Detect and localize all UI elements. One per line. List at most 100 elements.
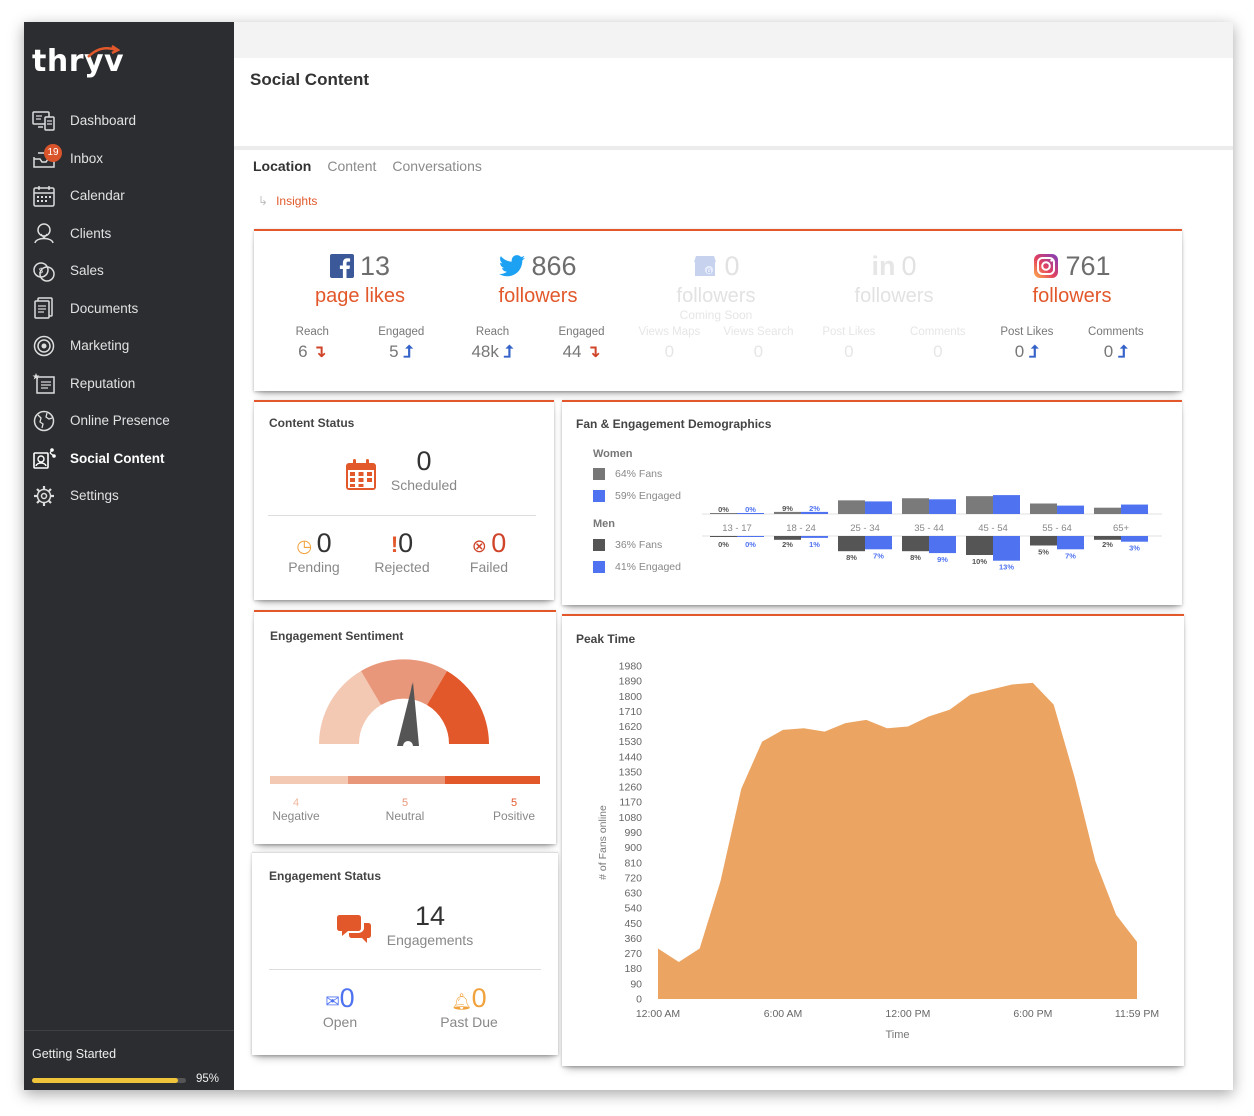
card-title: Engagement Sentiment [270,629,404,643]
data-label: 9% [937,555,948,564]
thryv-logo[interactable]: thryv [32,44,124,80]
open-stat[interactable]: ✉0 Open [322,983,358,1030]
sidebar-item-social-content[interactable]: Social Content [24,440,234,478]
google-my-business-icon: G [694,256,717,276]
sidebar-item-sales[interactable]: $ Sales [24,252,234,290]
network-twitter[interactable]: 866 followers Reach 48k ⮥ Engaged 44 ↴ [449,249,627,362]
data-label: 2% [782,540,793,549]
y-tick-label: 540 [624,903,642,915]
linkedin-label: followers [854,285,934,307]
data-label: 2% [809,504,820,513]
twitter-reach: Reach 48k ⮥ [471,326,514,361]
chat-bubbles-icon [337,915,371,943]
y-tick-label: 630 [624,888,642,900]
bar-men-engaged [865,536,892,550]
sentiment-bar-negative [270,776,349,784]
instagram-label: followers [1032,285,1112,307]
sidebar-item-label: Dashboard [70,113,137,129]
facebook-label: page likes [314,285,406,307]
globe-icon [32,409,56,433]
bar-women-fans [710,513,737,514]
progress-fill [32,1078,179,1083]
sidebar-item-marketing[interactable]: Marketing [24,327,234,365]
getting-started-percent: 95% [196,1073,220,1085]
divider [268,515,536,516]
sidebar-item-label: Settings [70,488,119,504]
engagement-status-card: Engagement Status 14 Engagements ✉0 Open… [252,852,558,1055]
failed-stat[interactable]: ⊗ 0 Failed [469,528,509,575]
sidebar-item-documents[interactable]: Documents [24,290,234,328]
facebook-sub [271,308,449,324]
bar-women-fans [966,496,993,514]
twitter-label: followers [498,285,578,307]
tick-label: 65+ [1113,523,1130,534]
tab-content[interactable]: Content [327,158,377,174]
y-tick-label: 1980 [619,661,643,673]
network-facebook[interactable]: 13 page likes Reach 6 ↴ Engaged 5 ⮥ [271,249,449,362]
y-tick-label: 450 [624,918,642,930]
gear-icon [32,484,56,508]
facebook-count: 13 [359,250,391,281]
data-label: 0% [745,505,756,514]
google-views-search: Views Search 0 [723,326,794,361]
social-content-icon [32,446,56,470]
sidebar-item-settings[interactable]: Settings [24,477,234,515]
demographics-card: Fan & Engagement Demographics Women 64% … [562,400,1182,605]
gauge-neutral-segment [361,659,447,705]
sidebar-item-dashboard[interactable]: Dashboard [24,102,234,140]
tick-label: 55 - 64 [1042,523,1072,534]
x-tick-label: 12:00 AM [636,1008,680,1020]
y-tick-label: 180 [624,963,642,975]
pending-stat[interactable]: ◷ 0 Pending [288,528,340,575]
data-label: 0% [718,540,729,549]
instagram-count: 761 [1065,250,1111,281]
x-tick-label: 11:59 PM [1115,1008,1159,1020]
main-content: Social Content Location Content Conversa… [234,22,1233,1090]
twitter-sub [449,308,627,324]
bar-men-engaged [929,536,956,554]
sidebar-item-inbox[interactable]: 19 Inbox [24,140,234,178]
network-linkedin[interactable]: in 0 followers Post Likes 0 Comments 0 [805,249,983,362]
sidebar-item-online-presence[interactable]: Online Presence [24,402,234,440]
subtab-insights[interactable]: ↳ Insights [258,194,317,208]
network-instagram[interactable]: 761 followers Post Likes 0 ⮥ Comments 0 ⮥ [983,249,1161,362]
data-label: 0% [745,540,756,549]
bar-men-engaged [801,536,828,538]
bar-women-engaged [865,501,892,514]
getting-started[interactable]: Getting Started 95% [24,1030,234,1090]
clients-icon [32,221,56,245]
top-bar [234,22,1233,58]
sentiment-bar-neutral [348,776,446,784]
sidebar-item-reputation[interactable]: Reputation [24,365,234,403]
tick-label: 25 - 34 [850,523,880,534]
sentiment-negative: 4 Negative [272,797,320,823]
network-google-my-business[interactable]: G 0 followers Coming Soon Views Maps 0 Vi… [627,249,805,362]
sidebar-item-calendar[interactable]: Calendar [24,177,234,215]
engagement-sentiment-card: Engagement Sentiment 4 Negative 5 Neutral … [254,610,556,844]
tab-location[interactable]: Location [253,158,312,174]
reputation-icon [32,371,56,395]
trend-up-icon: ⮥ [403,342,414,361]
tick-label: 45 - 54 [978,523,1008,534]
y-tick-label: 810 [624,857,642,869]
svg-text:$: $ [39,266,44,275]
bar-women-engaged [993,495,1020,514]
tab-bar: Location Content Conversations [253,158,482,174]
data-label: 8% [910,553,921,562]
rejected-stat[interactable]: !0 Rejected [374,528,430,575]
x-axis-label: Time [885,1029,909,1041]
sidebar-item-label: Inbox [70,150,104,166]
y-tick-label: 90 [630,978,642,990]
card-title: Engagement Status [269,869,382,883]
linkedin-count: 0 [901,250,917,281]
trend-down-icon: ↴ [586,342,601,361]
past-due-stat[interactable]: 🔔︎0 Past Due [440,983,498,1030]
sidebar-item-clients[interactable]: Clients [24,215,234,253]
sentiment-neutral: 5 Neutral [385,797,425,823]
data-label: 13% [999,563,1014,572]
y-tick-label: 990 [624,827,642,839]
tab-conversations[interactable]: Conversations [392,158,482,174]
tick-label: 13 - 17 [722,523,752,534]
subtab-arrow-icon: ↳ [258,194,269,208]
y-tick-label: 1530 [619,736,643,748]
